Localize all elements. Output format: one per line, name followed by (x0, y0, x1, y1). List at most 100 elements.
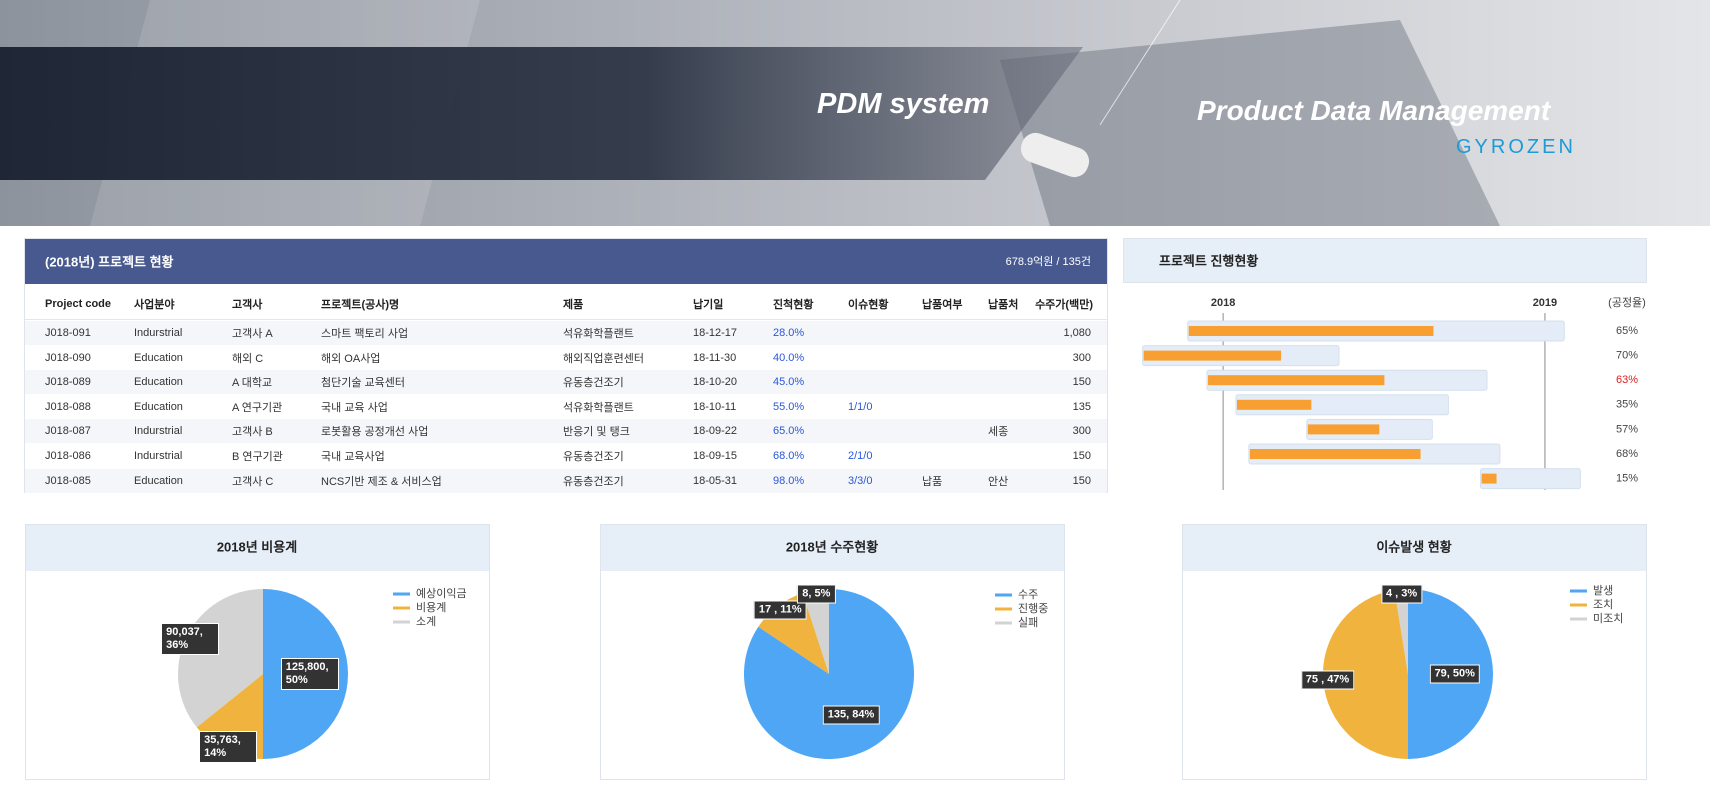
table-cell: 석유화학플랜트 (563, 328, 634, 340)
table-cell: 18-11-30 (693, 351, 737, 364)
data-label: 17 , 11% (753, 600, 807, 620)
pie-header-band (1183, 525, 1646, 571)
table-row-bg (25, 468, 1107, 493)
table-cell: 18-09-15 (693, 450, 738, 462)
table-cell: 해외직업훈련센터 (563, 352, 644, 365)
table-row-bg (25, 419, 1107, 444)
legend-label: 미조치 (1593, 612, 1623, 625)
legend-label: 예상이익금 (416, 587, 467, 600)
value-label: 70% (1616, 350, 1638, 362)
brand-logo: GYROZEN (1456, 136, 1576, 158)
value-label: 35% (1616, 399, 1638, 411)
axis-label: (공정율) (1608, 296, 1646, 309)
legend-swatch (1570, 589, 1587, 593)
pie-slice (1394, 589, 1408, 674)
table-cell: 고객사 C (232, 475, 274, 488)
value-label: 68% (1616, 448, 1638, 460)
table-cell: Indurstrial (134, 327, 183, 339)
table-cell: Education (134, 474, 183, 487)
chart-title: 2018년 비용계 (217, 539, 297, 554)
table-cell: 석유화학플랜트 (563, 401, 634, 414)
value-label: 15% (1616, 473, 1638, 485)
project-table: (2018년) 프로젝트 현황 678.9억원 / 135건 Project c… (24, 238, 1108, 493)
data-label: 8, 5% (797, 584, 836, 604)
table-cell: 18-09-22 (693, 425, 738, 438)
chart-title: 2018년 수주현황 (786, 539, 878, 554)
progress-bar (1188, 326, 1434, 336)
legend-swatch (995, 593, 1012, 597)
column-header: 수주가(백만) (1035, 299, 1093, 311)
table-cell: 반응기 및 탱크 (563, 426, 630, 439)
column-header: 사업분야 (134, 299, 175, 311)
x-tick-label: 2018 (1211, 297, 1235, 309)
column-header: 고객사 (232, 299, 263, 311)
table-cell: 1/1/0 (848, 400, 873, 413)
table-cell: J018-087 (45, 425, 91, 438)
column-header: 납품처 (988, 299, 1019, 311)
table-cell: 40.0% (773, 351, 805, 364)
table-cell: 18-10-11 (693, 400, 737, 413)
legend-label: 발생 (1593, 584, 1613, 597)
legend-label: 실패 (1018, 616, 1038, 629)
pie-header-band (26, 525, 489, 571)
table-cell: 65.0% (773, 425, 805, 438)
header-subtitle: Product Data Management (1197, 95, 1551, 126)
table-row-bg (25, 321, 1107, 345)
progress-bar (1143, 350, 1282, 361)
table-cell: 고객사 A (232, 328, 273, 340)
legend-swatch (995, 607, 1012, 611)
table-row-bg (25, 370, 1107, 395)
table-cell: J018-088 (45, 400, 91, 413)
data-label: 35,763, 14% (199, 730, 258, 763)
table-title: (2018년) 프로젝트 현황 (45, 254, 174, 270)
data-label: 79, 50% (1429, 664, 1480, 684)
legend-swatch (995, 621, 1012, 625)
progress-bar (1236, 399, 1312, 410)
table-cell: Education (134, 400, 183, 413)
legend-swatch (393, 606, 410, 610)
table-summary: 678.9억원 / 135건 (1005, 256, 1091, 268)
progress-bar (1208, 375, 1385, 386)
legend-label: 비용계 (416, 601, 446, 614)
column-header: 이슈현황 (848, 299, 889, 311)
table-cell: J018-086 (45, 450, 91, 462)
progress-track (1480, 468, 1581, 490)
table-cell: 45.0% (773, 376, 805, 389)
table-cell: 68.0% (773, 450, 805, 462)
table-cell: Education (134, 376, 183, 389)
table-cell: 18-05-31 (693, 474, 738, 487)
pie-slice (802, 589, 829, 674)
table-cell: 스마트 팩토리 사업 (321, 328, 409, 340)
progress-title: 프로젝트 진행현황 (1159, 253, 1259, 269)
table-cell: 135 (1072, 400, 1091, 413)
column-header: 납품여부 (922, 299, 963, 311)
table-cell: A 연구기관 (232, 401, 283, 414)
table-cell: 150 (1072, 450, 1091, 462)
table-cell: J018-090 (45, 351, 91, 364)
legend-swatch (393, 620, 410, 624)
data-label: 4 , 3% (1380, 584, 1423, 603)
table-cell: 국내 교육 사업 (321, 401, 388, 414)
data-label: 125,800, 50% (280, 658, 339, 690)
table-cell: 고객사 B (232, 426, 273, 439)
column-header: 납기일 (693, 299, 724, 311)
column-header: 진척현황 (773, 299, 814, 311)
legend-label: 조치 (1593, 598, 1613, 611)
table-cell: 2/1/0 (848, 450, 873, 462)
table-cell: 150 (1072, 376, 1091, 389)
table-cell: J018-085 (45, 474, 91, 487)
column-header: 제품 (563, 299, 584, 311)
table-cell: 유동층건조기 (563, 451, 624, 463)
table-cell: 해외 C (232, 352, 264, 365)
table-cell: 납품 (922, 475, 943, 488)
table-cell: 150 (1072, 474, 1091, 487)
table-cell: 28.0% (773, 327, 805, 339)
table-cell: B 연구기관 (232, 451, 283, 463)
data-label: 75 , 47% (1300, 670, 1355, 690)
table-head-rule (25, 319, 1107, 320)
table-cell: 로봇활용 공정개선 사업 (321, 426, 429, 439)
table-cell: J018-089 (45, 376, 91, 389)
table-cell: 유동층건조기 (563, 475, 624, 488)
